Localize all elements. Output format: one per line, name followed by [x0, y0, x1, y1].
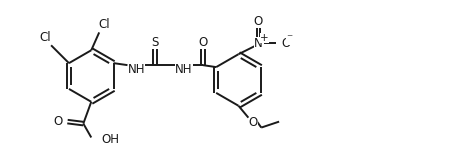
Text: OH: OH	[101, 133, 119, 146]
Text: O: O	[249, 116, 258, 129]
Text: O: O	[198, 36, 207, 49]
Text: Cl: Cl	[98, 18, 110, 31]
Text: S: S	[152, 36, 159, 49]
Text: ⁻: ⁻	[286, 32, 292, 45]
Text: O: O	[53, 115, 63, 128]
Text: N: N	[254, 37, 263, 50]
Text: Cl: Cl	[39, 31, 51, 44]
Text: O: O	[254, 15, 263, 28]
Text: NH: NH	[128, 63, 145, 76]
Text: +: +	[260, 33, 269, 43]
Text: NH: NH	[175, 63, 193, 76]
Text: O: O	[281, 37, 290, 50]
